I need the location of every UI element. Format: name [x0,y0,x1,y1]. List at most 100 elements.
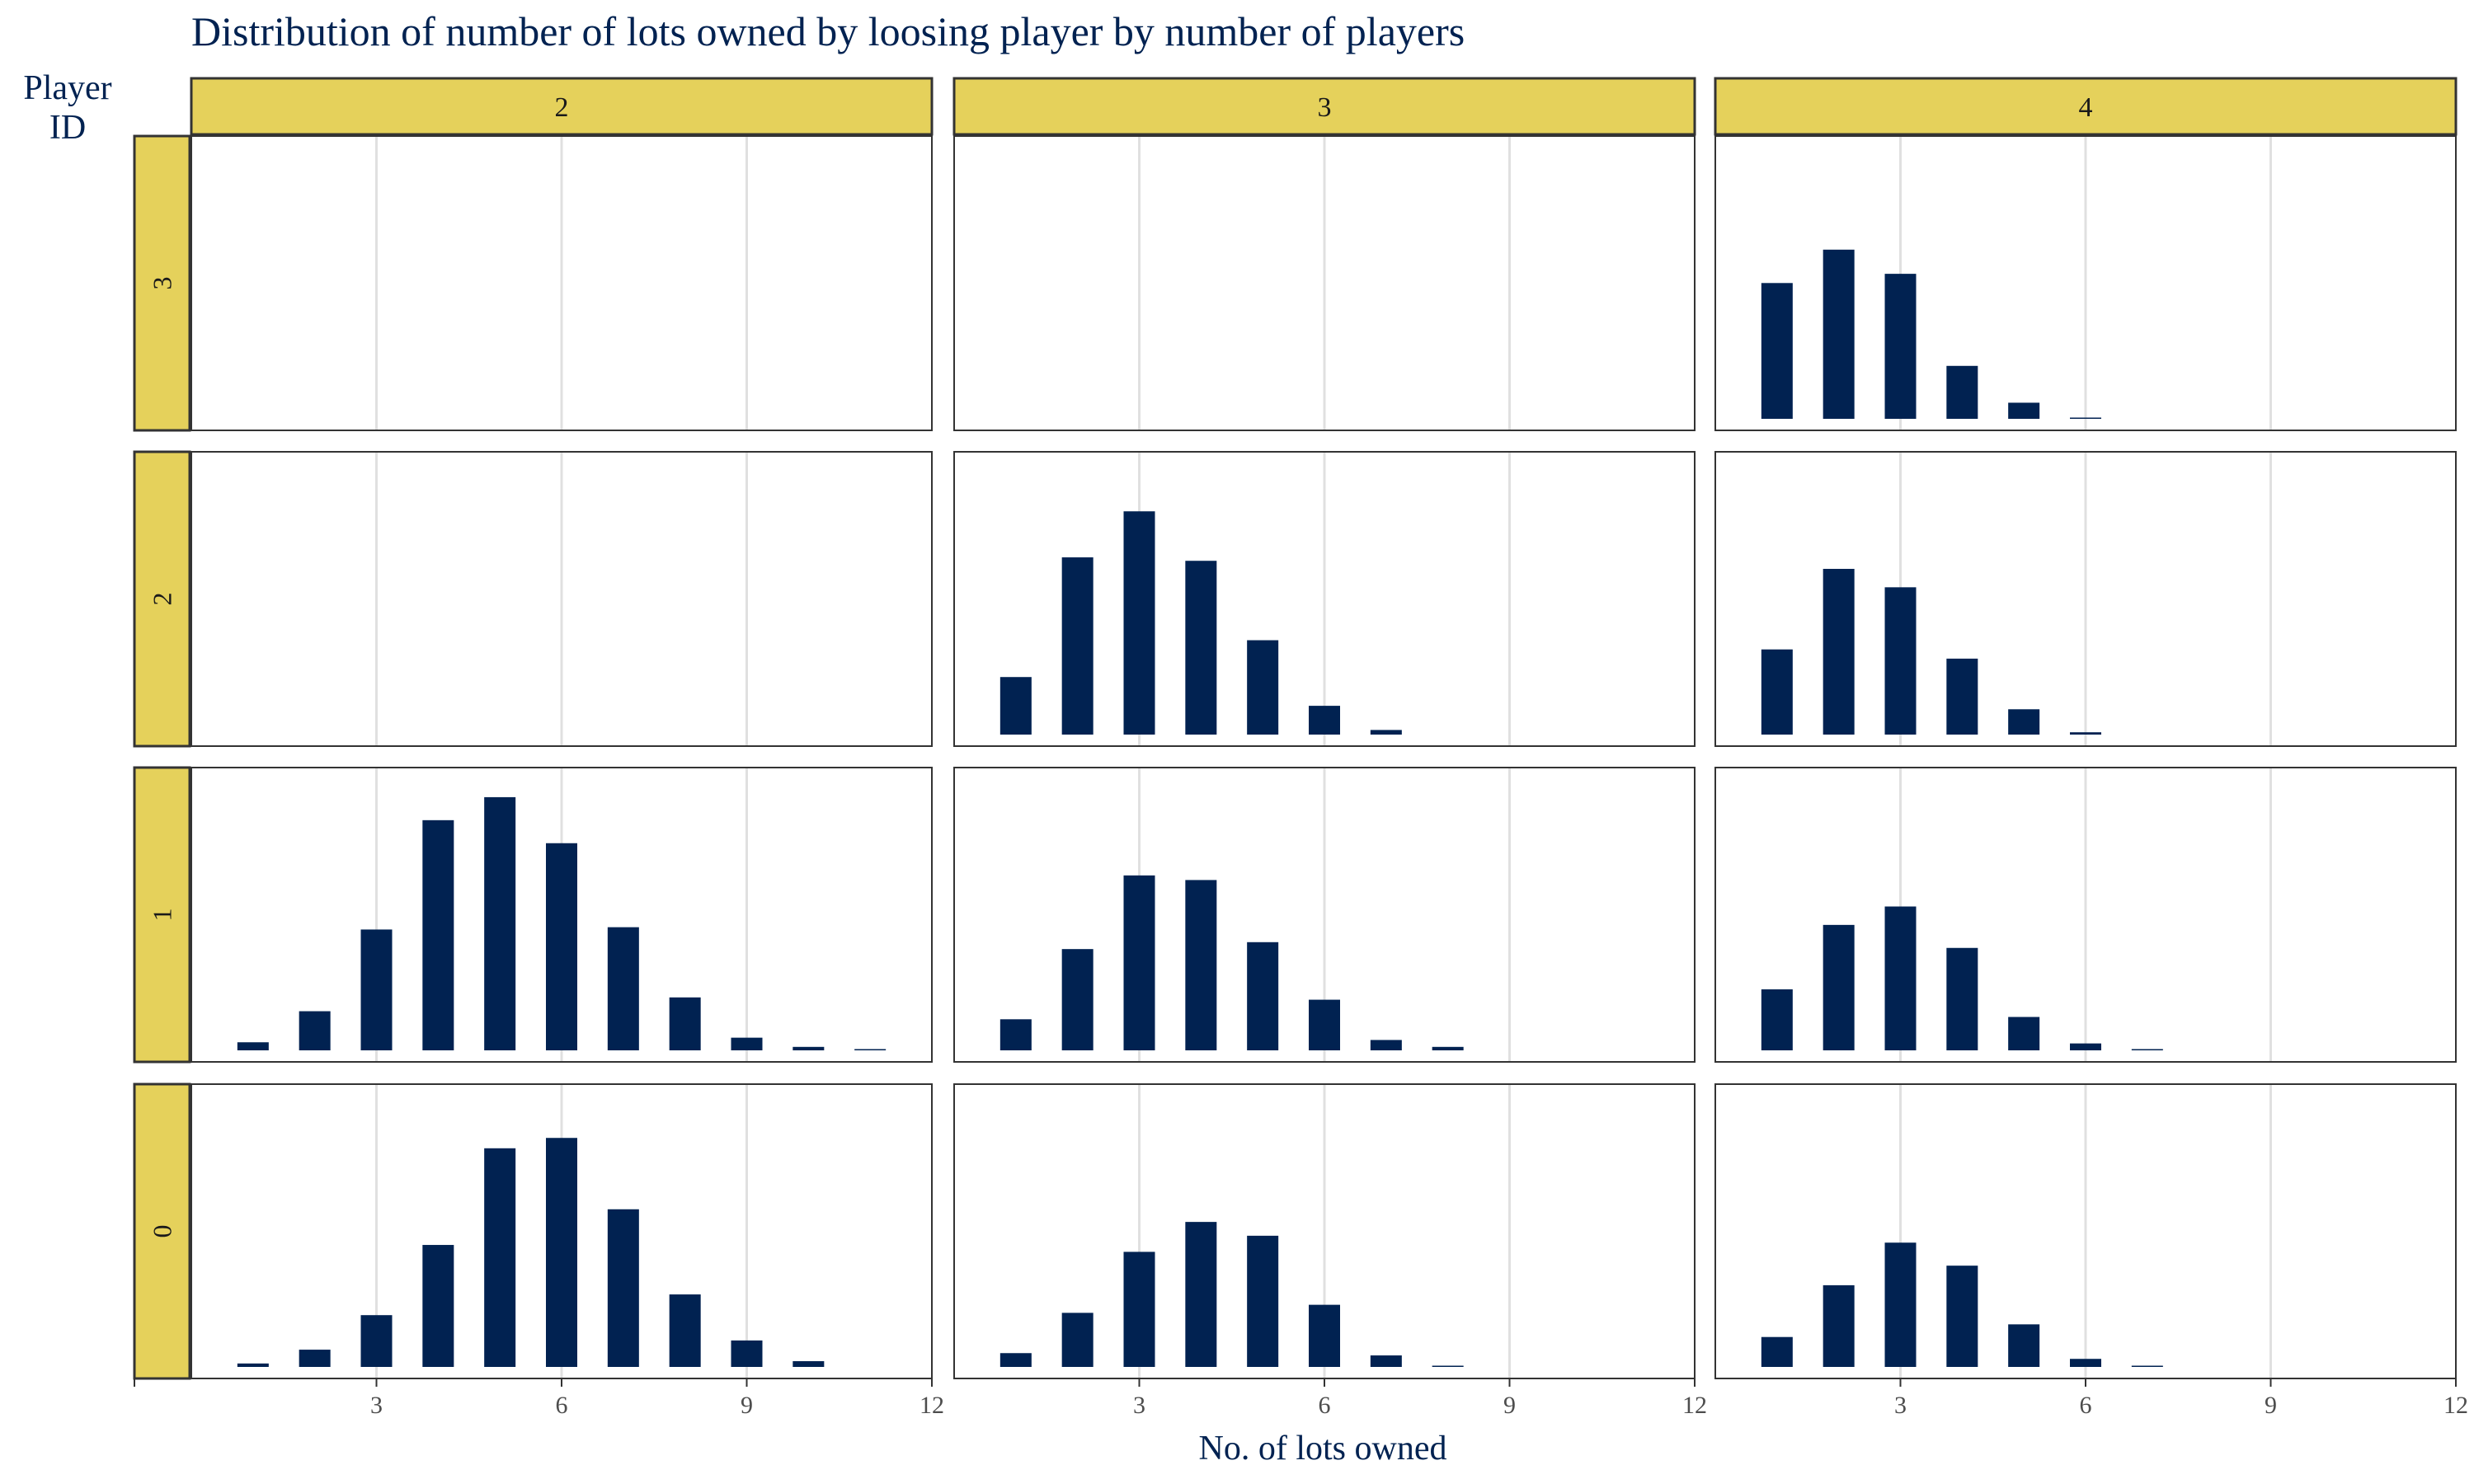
bar [854,1049,887,1050]
bar [1823,924,1855,1050]
bar [793,1046,825,1050]
bar [1370,1355,1402,1367]
panel-frame [190,451,933,747]
x-tick-label: 12 [1682,1392,1707,1419]
bar [1061,1313,1094,1367]
bar [1884,274,1917,419]
bar [669,1294,701,1367]
bar [1185,1222,1217,1367]
panel-frame [1714,135,2457,431]
column-strip-label: 3 [1318,92,1332,123]
panel-frame [190,767,933,1063]
bar [1761,283,1793,419]
bar [1823,249,1855,419]
x-tick-label: 6 [556,1392,568,1419]
row-strip [133,1082,191,1380]
bar [237,1363,269,1367]
row-strip [133,766,191,1064]
bar [2008,709,2040,735]
bar [1247,640,1279,735]
panel-frame [953,451,1696,747]
column-strip-label: 4 [2079,92,2093,123]
bar [2131,1049,2163,1050]
bar [1061,949,1094,1050]
bar [999,1019,1032,1050]
x-tick-label: 9 [1503,1392,1516,1419]
x-tick-label: 12 [2443,1392,2468,1419]
bar [999,677,1032,735]
x-tick-label: 12 [920,1392,944,1419]
bar [1309,1304,1340,1367]
x-tick-label: 3 [1133,1392,1145,1419]
bar [607,1209,639,1367]
bar [360,929,393,1050]
bar [1432,1365,1464,1367]
bar [1370,1040,1402,1050]
bar [1309,706,1340,735]
strips-layer: 2 3 4 3 2 1 0 [133,77,2458,1380]
bar [237,1042,269,1050]
x-tick-label: 9 [2265,1392,2277,1419]
bar [731,1340,763,1367]
chart-title: Distribution of number of lots owned by … [191,8,1465,54]
bar [1884,1242,1917,1367]
panel-frame [953,135,1696,431]
bar [1761,989,1793,1050]
column-strip [952,77,1696,136]
bar [2070,732,2101,735]
row-strip-title-line: ID [49,109,86,147]
panel-frame [190,135,933,431]
bar [546,843,577,1050]
bars-layer [237,249,2163,1367]
bar [1761,649,1793,735]
bar [360,1315,393,1367]
bar [793,1361,825,1367]
bar [484,796,516,1050]
bar [1123,875,1155,1050]
row-strip-label: 3 [148,277,177,290]
x-tick-label: 3 [370,1392,383,1419]
bar [669,997,701,1050]
bar [1946,365,1978,419]
bar [1370,730,1402,735]
panel-frame [1714,451,2457,747]
bar [1761,1336,1793,1367]
bar [1884,906,1917,1050]
bar [422,819,454,1050]
bar [1823,1284,1855,1367]
bar [1185,561,1217,735]
bar [999,1353,1032,1367]
panel-frame [953,767,1696,1063]
bar [484,1148,516,1367]
column-strip-label: 2 [555,92,569,123]
bar [1247,1235,1279,1367]
bar [1884,587,1917,735]
bar [1946,658,1978,735]
x-axis-label: No. of lots owned [1199,1430,1447,1468]
bar [1247,942,1279,1050]
bar [1185,880,1217,1050]
panel-frame [1714,767,2457,1063]
bar [2070,417,2101,419]
bar [422,1245,454,1367]
bar [299,1350,331,1367]
bar [1946,947,1978,1050]
row-strip [133,450,191,748]
bar [1946,1266,1978,1367]
row-strip-label: 2 [148,593,177,606]
bar [1432,1046,1464,1050]
x-tick-label: 6 [2080,1392,2092,1419]
row-strip [133,134,191,432]
bar [299,1011,331,1050]
x-axis: 3 6 9 12 3 6 9 12 3 6 9 12 [134,1378,2468,1419]
bar [2070,1043,2101,1050]
x-tick-label: 9 [741,1392,753,1419]
row-strip-label: 1 [148,909,177,922]
row-strip-label: 0 [148,1225,177,1238]
bar [1123,511,1155,735]
bar [1061,557,1094,735]
bar [546,1138,577,1367]
